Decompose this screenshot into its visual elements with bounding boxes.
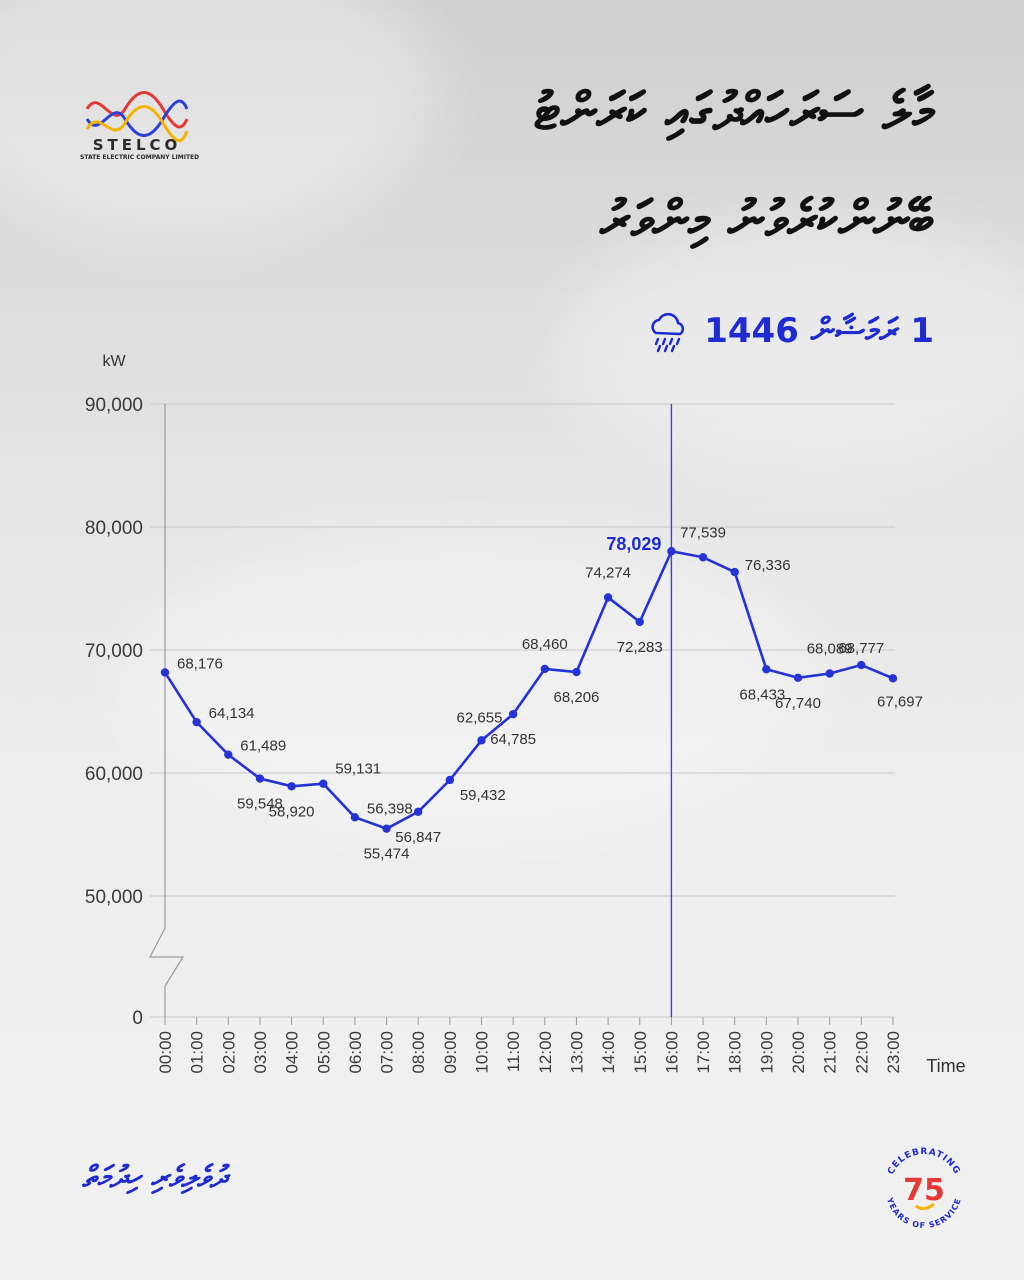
- data-label: 56,847: [395, 829, 441, 846]
- x-tick-label: 19:00: [757, 1031, 776, 1074]
- data-point: [730, 567, 739, 577]
- data-label: 56,398: [367, 800, 413, 817]
- data-label: 59,131: [335, 761, 381, 778]
- data-point: [635, 617, 644, 627]
- x-tick-label: 08:00: [409, 1031, 428, 1074]
- x-tick-label: 13:00: [567, 1031, 586, 1074]
- x-tick-label: 23:00: [884, 1031, 903, 1074]
- data-label: 67,740: [775, 695, 821, 712]
- data-point: [698, 553, 708, 562]
- badge-number: 75: [903, 1173, 945, 1208]
- y-axis-line: [149, 404, 185, 1017]
- celebrating-75-badge: CELEBRATING YEARS OF SERVICE 75: [885, 1147, 962, 1230]
- y-tick-label: 90,000: [85, 395, 143, 416]
- data-point: [477, 736, 486, 745]
- data-point: [888, 674, 898, 683]
- data-label: 62,655: [457, 709, 503, 726]
- x-tick-label: 00:00: [156, 1031, 175, 1074]
- data-point: [508, 709, 518, 719]
- data-label: 68,176: [177, 655, 223, 672]
- x-tick-label: 15:00: [631, 1031, 650, 1074]
- x-tick-label: 04:00: [283, 1031, 302, 1074]
- logo-name: STELCO: [92, 136, 182, 154]
- y-tick-label: 80,000: [85, 518, 143, 539]
- date-text: 1 ރަމަޟާން 1446: [704, 311, 934, 351]
- data-label: 61,489: [240, 738, 286, 755]
- y-tick-label: 0: [132, 1008, 143, 1029]
- data-label: 58,920: [269, 803, 315, 820]
- data-label: 68,206: [554, 689, 600, 706]
- x-tick-label: 12:00: [536, 1031, 555, 1074]
- data-label: 68,777: [838, 640, 884, 657]
- x-tick-label: 03:00: [251, 1031, 270, 1074]
- x-tick-label: 10:00: [473, 1031, 492, 1074]
- title-line-2: ބޭނުންކުރެވުނު މިންވަރު: [599, 190, 934, 250]
- data-point: [319, 779, 328, 788]
- data-point: [255, 774, 265, 783]
- x-tick-label: 02:00: [219, 1031, 238, 1074]
- data-point: [414, 807, 423, 816]
- y-axis-unit: kW: [102, 353, 126, 370]
- data-point: [857, 660, 866, 670]
- series-line: [163, 549, 894, 830]
- x-tick-label: 16:00: [662, 1031, 681, 1074]
- peak-data-label: 78,029: [606, 534, 661, 554]
- date-row: 1 ރަމަޟާން 1446: [646, 308, 934, 354]
- y-tick-label: 50,000: [85, 887, 143, 908]
- data-label: 77,539: [680, 524, 726, 541]
- data-point: [540, 664, 549, 674]
- x-axis-label: Time: [926, 1056, 965, 1076]
- data-point: [667, 547, 676, 556]
- data-label: 76,336: [745, 557, 791, 574]
- data-label: 72,283: [617, 639, 663, 656]
- data-point: [572, 667, 581, 677]
- footer-slogan: ދުވެލިވެރި ހިދުމަތް: [82, 1160, 227, 1195]
- rain-cloud-icon: [651, 312, 685, 353]
- data-label: 64,134: [209, 705, 255, 722]
- x-tick-label: 20:00: [789, 1031, 808, 1074]
- data-point: [192, 717, 201, 727]
- x-tick-label: 09:00: [441, 1031, 460, 1074]
- data-label: 68,089: [807, 641, 853, 658]
- data-point: [825, 669, 834, 678]
- data-point: [793, 673, 803, 682]
- data-label: 68,460: [522, 636, 568, 653]
- data-label: 59,548: [237, 796, 283, 813]
- data-label: 64,785: [490, 731, 536, 748]
- title-line-1: މާލެ ސަރަހައްދުގައި ކަރަންޓު: [534, 82, 934, 142]
- data-point: [382, 824, 391, 833]
- logo-subtitle: STATE ELECTRIC COMPANY LIMITED: [80, 154, 200, 161]
- data-point: [350, 813, 360, 822]
- x-tick-label: 06:00: [346, 1031, 365, 1074]
- x-tick-label: 05:00: [314, 1031, 333, 1074]
- data-point: [603, 593, 613, 602]
- y-tick-label: 70,000: [85, 641, 143, 662]
- data-label: 67,697: [877, 693, 923, 710]
- x-tick-label: 11:00: [504, 1031, 523, 1072]
- x-tick-label: 21:00: [821, 1031, 840, 1074]
- data-label: 55,474: [364, 846, 410, 863]
- data-point: [224, 750, 233, 759]
- data-label: 68,433: [739, 686, 785, 703]
- data-point: [160, 668, 170, 677]
- x-tick-label: 22:00: [852, 1031, 871, 1074]
- stelco-logo: [85, 91, 189, 142]
- x-tick-label: 17:00: [694, 1031, 713, 1074]
- data-point: [762, 665, 771, 674]
- x-tick-label: 18:00: [726, 1031, 745, 1074]
- y-tick-label: 60,000: [85, 764, 143, 785]
- data-label: 74,274: [585, 564, 631, 581]
- data-point: [445, 775, 455, 785]
- data-point: [287, 782, 296, 791]
- x-tick-label: 14:00: [599, 1031, 618, 1074]
- x-tick-label: 07:00: [378, 1031, 397, 1074]
- x-tick-label: 01:00: [188, 1031, 207, 1074]
- data-label: 59,432: [460, 787, 506, 804]
